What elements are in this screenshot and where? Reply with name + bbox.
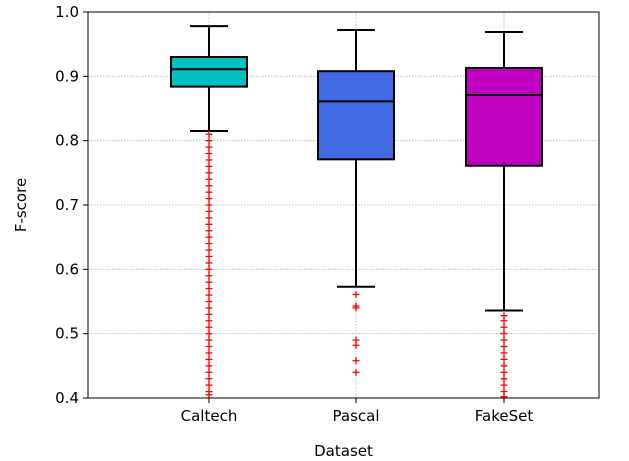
outlier-point (205, 214, 213, 222)
outlier-point (205, 368, 213, 376)
box-iqr (317, 70, 395, 161)
x-tick-label: FakeSet (475, 407, 534, 425)
outlier-point (205, 137, 213, 145)
outlier-point (500, 323, 508, 331)
outlier-point (352, 341, 360, 349)
outlier-point (205, 323, 213, 331)
box-iqr (170, 56, 248, 88)
box-fakeset (465, 30, 543, 401)
outlier-point (500, 362, 508, 370)
outlier-point (352, 368, 360, 376)
outlier-point (205, 330, 213, 338)
outlier-point (205, 336, 213, 344)
outlier-point (205, 252, 213, 260)
outlier-point (500, 317, 508, 325)
outlier-point (205, 175, 213, 183)
outlier-point (205, 391, 213, 399)
outlier-point (205, 304, 213, 312)
outlier-point (205, 220, 213, 228)
outlier-point (205, 156, 213, 164)
outlier-point (500, 336, 508, 344)
y-tick-label: 0.5 (55, 325, 79, 343)
outlier-point (205, 207, 213, 215)
outlier-point (205, 233, 213, 241)
outlier-point (352, 357, 360, 365)
y-axis-title: F-score (12, 178, 30, 232)
outlier-point (205, 362, 213, 370)
box-pascal (317, 29, 395, 376)
outlier-point (205, 375, 213, 383)
outlier-point (205, 195, 213, 203)
outlier-point (205, 265, 213, 273)
outlier-point (205, 150, 213, 158)
y-tick-label: 0.9 (55, 67, 79, 85)
outlier-point (500, 349, 508, 357)
outlier-point (205, 298, 213, 305)
outlier-point (205, 143, 213, 151)
outlier-point (205, 182, 213, 190)
x-tick-label: Pascal (333, 407, 380, 425)
outlier-point (205, 246, 213, 254)
outlier-point (205, 278, 213, 286)
outlier-point (500, 330, 508, 338)
outlier-point (205, 291, 213, 299)
y-tick-label: 0.6 (55, 260, 79, 278)
outlier-point (500, 368, 508, 376)
y-tick-label: 0.4 (55, 389, 79, 407)
outlier-point (500, 375, 508, 383)
y-tick-label: 1.0 (55, 3, 79, 21)
box-iqr (465, 66, 543, 167)
x-axis-title: Dataset (314, 442, 373, 460)
outlier-point (205, 188, 213, 196)
outlier-point (205, 355, 213, 363)
x-tick-label: Caltech (181, 407, 238, 425)
outlier-point (500, 381, 508, 389)
ticks-layer: 0.4 0.5 0.6 0.7 0.8 0.9 1.0 Caltech Pascal FakeSe… (55, 3, 533, 425)
box-caltech (170, 25, 248, 399)
outlier-point (205, 162, 213, 170)
outlier-point (205, 227, 213, 235)
outlier-point (205, 272, 213, 280)
outlier-point (205, 349, 213, 357)
outlier-point (352, 290, 360, 298)
outlier-point (205, 381, 213, 389)
outlier-point (205, 343, 213, 351)
outlier-point (205, 240, 213, 248)
outlier-point (205, 201, 213, 209)
outlier-point (205, 169, 213, 177)
boxes-layer (170, 25, 543, 401)
outlier-point (205, 130, 213, 138)
outlier-point (205, 285, 213, 293)
y-tick-label: 0.7 (55, 196, 79, 214)
outlier-point (205, 310, 213, 318)
outlier-point (500, 343, 508, 351)
outlier-point (500, 355, 508, 363)
outlier-point (352, 304, 360, 312)
outlier-point (205, 259, 213, 267)
y-tick-label: 0.8 (55, 132, 79, 150)
outlier-point (205, 317, 213, 325)
